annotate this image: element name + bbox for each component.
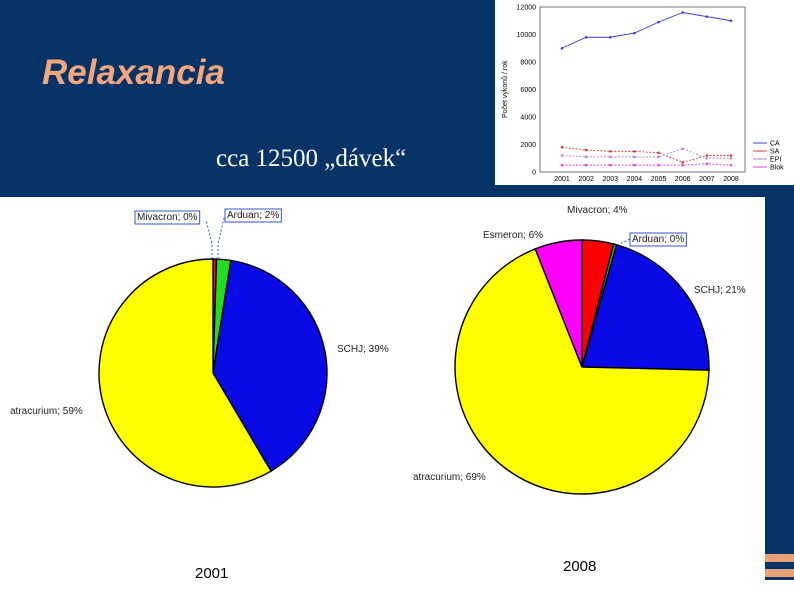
label-leader-line [205, 219, 213, 259]
data-point [584, 35, 588, 39]
slice-label: Arduan; 2% [227, 210, 279, 221]
series-line-blok [562, 163, 732, 166]
y-tick-label: 10000 [517, 32, 537, 39]
legend-label: CA [770, 141, 780, 148]
data-point [705, 154, 709, 157]
slice-label: Arduan; 0% [632, 234, 684, 245]
data-point [633, 155, 636, 159]
data-point [681, 11, 685, 14]
year-label: 2008 [563, 558, 596, 575]
slice-label: Esmeron; 6% [483, 230, 543, 241]
legend-label: EPI [770, 157, 781, 164]
y-tick-label: 6000 [520, 87, 536, 94]
data-point [608, 155, 612, 159]
x-tick-label: 2007 [699, 176, 715, 183]
slice-label: SCHJ; 39% [337, 344, 389, 355]
data-point [584, 163, 588, 167]
data-point [729, 154, 733, 157]
x-tick-label: 2003 [602, 176, 618, 183]
bottom-strip [0, 580, 794, 595]
line-chart-axes: 0 2000 4000 6000 8000 10000 12000 2001 2002 2003 2… [517, 5, 746, 183]
y-tick-label: 2000 [520, 142, 536, 149]
year-label: 2001 [195, 565, 228, 580]
data-point [560, 154, 564, 157]
pie-chart-2008: Mivacron; 4% Arduan; 0% SCHJ; 21% atracuriu… [413, 205, 746, 575]
x-tick-label: 2002 [578, 176, 594, 183]
pie-slice [454, 248, 710, 495]
y-tick-label: 8000 [520, 60, 536, 67]
data-point [705, 162, 709, 166]
data-point [608, 35, 612, 39]
pie-slice [212, 259, 328, 473]
line-chart-y-axis-label: Počet výkonů / rok [501, 60, 509, 118]
y-tick-label: 12000 [517, 5, 537, 12]
label-leader-line [217, 217, 225, 259]
slice-label: atracurium; 59% [10, 406, 83, 417]
label-box [134, 210, 201, 225]
y-tick-label: 4000 [520, 115, 536, 122]
data-point [729, 163, 733, 167]
slice-label: Mivacron; 4% [567, 205, 628, 216]
data-point [705, 156, 709, 160]
pie-slice [534, 239, 583, 368]
slice-label: atracurium; 69% [413, 472, 486, 483]
slide-subtitle: cca 12500 „dávek“ [216, 145, 407, 172]
legend-label: Blok [770, 165, 784, 172]
data-point [657, 163, 660, 167]
data-point [729, 19, 733, 23]
data-point [608, 150, 612, 153]
data-point [584, 148, 588, 152]
data-point [633, 31, 636, 35]
line-chart-panel: 0 2000 4000 6000 8000 10000 12000 2001 2002 2003 2… [495, 0, 794, 185]
label-box [224, 208, 282, 223]
data-point [657, 151, 660, 155]
data-point [560, 163, 564, 167]
data-point [657, 155, 660, 159]
slice-label: Mivacron; 0% [137, 212, 198, 223]
label-box [629, 232, 687, 247]
x-tick-label: 2001 [554, 176, 570, 183]
data-point [633, 163, 636, 167]
x-tick-label: 2005 [651, 176, 667, 183]
data-point [657, 20, 660, 24]
line-chart: 0 2000 4000 6000 8000 10000 12000 2001 2002 2003 2… [501, 5, 784, 184]
data-point [608, 163, 612, 167]
data-point [681, 161, 685, 164]
slide-title: Relaxancia [42, 53, 225, 92]
pie-charts-panel: Mivacron; 0% Arduan; 2% SCHJ; 39% atracuriu… [0, 197, 765, 582]
x-tick-label: 2004 [627, 176, 643, 183]
label-leader-line [616, 238, 631, 246]
data-point [705, 15, 709, 18]
legend-label: SA [770, 149, 780, 156]
pie-charts: Mivacron; 0% Arduan; 2% SCHJ; 39% atracuriu… [10, 205, 746, 582]
series-line-ca [561, 12, 732, 49]
data-point [681, 163, 685, 167]
data-point [560, 46, 564, 50]
data-point [633, 150, 636, 153]
x-tick-label: 2006 [675, 176, 691, 183]
data-point [729, 156, 733, 160]
plot-frame [539, 6, 746, 173]
right-decorative-strip [765, 197, 794, 580]
data-point [681, 147, 685, 150]
data-point [560, 145, 564, 149]
slice-label: SCHJ; 21% [694, 285, 746, 296]
pie-slice [581, 243, 710, 371]
pie-slice [98, 258, 272, 488]
y-tick-label: 0 [532, 170, 536, 177]
line-chart-series [560, 11, 733, 167]
data-point [584, 155, 588, 159]
series-line-epi [561, 148, 731, 159]
x-tick-label: 2008 [723, 176, 739, 183]
pie-chart-2001: Mivacron; 0% Arduan; 2% SCHJ; 39% atracuriu… [10, 208, 389, 582]
